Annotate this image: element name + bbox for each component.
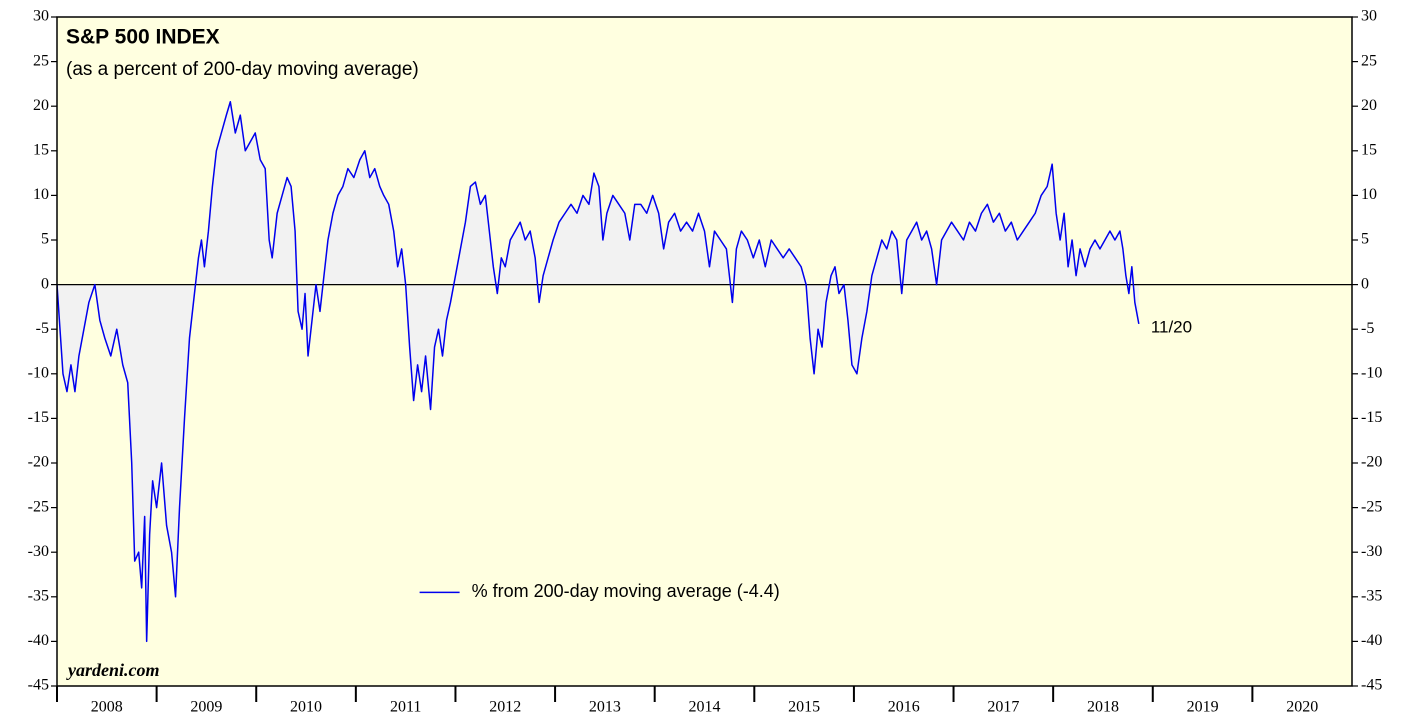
y2-tick-label: 20 [1361, 97, 1377, 114]
plot-layer [57, 100, 1352, 643]
y2-tick-label: 5 [1361, 231, 1369, 248]
y-tick-label: -45 [28, 677, 49, 694]
x-tick-label: 2019 [1187, 699, 1219, 716]
y2-tick-label: 30 [1361, 8, 1377, 25]
y-tick-label: 0 [41, 275, 49, 292]
x-tick-label: 2017 [987, 699, 1019, 716]
y2-tick-label: -25 [1361, 498, 1382, 515]
legend-label: % from 200-day moving average (-4.4) [472, 581, 780, 601]
y-tick-label: -5 [36, 320, 49, 337]
x-tick-label: 2013 [589, 699, 621, 716]
y-tick-label: -35 [28, 587, 49, 604]
y-tick-label: -25 [28, 498, 49, 515]
y-tick-label: -40 [28, 632, 49, 649]
chart-title: S&P 500 INDEX [66, 26, 220, 49]
y2-tick-label: -30 [1361, 543, 1382, 560]
area [57, 101, 1139, 642]
x-tick-label: 2008 [91, 699, 123, 716]
y2-tick-label: -15 [1361, 409, 1382, 426]
y2-tick-label: -35 [1361, 587, 1382, 604]
x-tick-label: 2014 [689, 699, 721, 716]
plot-frame [56, 16, 1353, 687]
x-tick-label: 2016 [888, 699, 920, 716]
y-tick-label: 15 [33, 141, 49, 158]
y-tick-label: -10 [28, 364, 49, 381]
x-tick-label: 2011 [390, 699, 421, 716]
x-tick-label: 2015 [788, 699, 820, 716]
source: yardeni.com [66, 660, 160, 680]
y-tick-label: 5 [41, 231, 49, 248]
y2-tick-label: 0 [1361, 275, 1369, 292]
y-tick-label: 30 [33, 8, 49, 25]
x-tick-label: 2009 [190, 699, 222, 716]
y-tick-label: -30 [28, 543, 49, 560]
y2-tick-label: -10 [1361, 364, 1382, 381]
y2-tick-label: -5 [1361, 320, 1374, 337]
y-tick-label: 20 [33, 97, 49, 114]
x-tick-label: 2012 [489, 699, 521, 716]
y-tick-label: 10 [33, 186, 49, 203]
annotation: 11/20 [1151, 317, 1192, 336]
y2-tick-label: -40 [1361, 632, 1382, 649]
y2-tick-label: 15 [1361, 141, 1377, 158]
y-tick-label: -15 [28, 409, 49, 426]
y2-tick-label: 25 [1361, 52, 1377, 69]
plot-area [57, 17, 1352, 686]
y2-tick-label: 10 [1361, 186, 1377, 203]
y-tick-label: 25 [33, 52, 49, 69]
y2-tick-label: -20 [1361, 454, 1382, 471]
chart-subtitle: (as a percent of 200-day moving average) [66, 59, 419, 80]
y-tick-label: -20 [28, 454, 49, 471]
y2-tick-label: -45 [1361, 677, 1382, 694]
x-tick-label: 2010 [290, 699, 322, 716]
line [57, 100, 1140, 643]
x-tick-label: 2018 [1087, 699, 1119, 716]
x-tick-label: 2020 [1286, 699, 1318, 716]
